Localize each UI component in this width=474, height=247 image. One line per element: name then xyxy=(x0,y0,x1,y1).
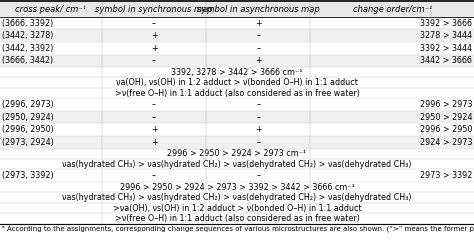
Text: (3442, 3278): (3442, 3278) xyxy=(2,31,53,40)
Bar xyxy=(0,55,474,67)
Text: –: – xyxy=(152,171,156,180)
Text: +: + xyxy=(151,44,157,53)
Text: 2996 > 2950 > 2924 > 2973 cm⁻¹: 2996 > 2950 > 2924 > 2973 cm⁻¹ xyxy=(167,149,307,158)
Bar xyxy=(0,29,474,42)
Text: (2996, 2950): (2996, 2950) xyxy=(2,125,54,134)
Bar xyxy=(0,42,474,55)
Bar xyxy=(0,1,474,17)
Bar xyxy=(0,88,474,98)
Text: (2973, 3392): (2973, 3392) xyxy=(2,171,54,180)
Bar xyxy=(0,136,474,148)
Text: 3278 > 3444: 3278 > 3444 xyxy=(420,31,472,40)
Text: 3442 > 3666: 3442 > 3666 xyxy=(420,56,472,65)
Text: +: + xyxy=(151,125,157,134)
Bar xyxy=(0,148,474,159)
Text: 2996 > 2950: 2996 > 2950 xyxy=(419,125,472,134)
Text: +: + xyxy=(151,138,157,147)
Text: –: – xyxy=(256,138,260,147)
Bar xyxy=(0,213,474,224)
Text: (3666, 3442): (3666, 3442) xyxy=(2,56,53,65)
Text: νa(OH), νs(OH) in 1:2 adduct > ν(bonded O–H) in 1:1 adduct: νa(OH), νs(OH) in 1:2 adduct > ν(bonded … xyxy=(116,78,358,87)
Text: cross peak/ cm⁻¹: cross peak/ cm⁻¹ xyxy=(15,4,87,14)
Text: >ν(free O–H) in 1:1 adduct (also considered as in free water): >ν(free O–H) in 1:1 adduct (also conside… xyxy=(115,89,359,98)
Bar xyxy=(0,124,474,136)
Text: –: – xyxy=(256,31,260,40)
Bar xyxy=(0,159,474,169)
Bar xyxy=(0,111,474,124)
Text: 2996 > 2973: 2996 > 2973 xyxy=(419,100,472,109)
Bar xyxy=(0,98,474,111)
Text: –: – xyxy=(256,100,260,109)
Text: 2973 > 3392: 2973 > 3392 xyxy=(420,171,472,180)
Text: (2973, 2924): (2973, 2924) xyxy=(2,138,54,147)
Text: νas(hydrated CH₃) > νas(hydrated CH₂) > νas(dehydrated CH₂) > νas(dehydrated CH₃: νas(hydrated CH₃) > νas(hydrated CH₂) > … xyxy=(62,160,412,169)
Text: +: + xyxy=(255,19,262,28)
Text: –: – xyxy=(152,56,156,65)
Text: >ν(free O–H) in 1:1 adduct (also considered as in free water): >ν(free O–H) in 1:1 adduct (also conside… xyxy=(115,214,359,223)
Bar xyxy=(0,203,474,213)
Text: –: – xyxy=(256,171,260,180)
Text: 3392 > 3444: 3392 > 3444 xyxy=(420,44,472,53)
Bar xyxy=(0,169,474,182)
Text: (3666, 3392): (3666, 3392) xyxy=(2,19,53,28)
Text: νas(hydrated CH₃) > νas(hydrated CH₂) > νas(dehydrated CH₂) > νas(dehydrated CH₃: νas(hydrated CH₃) > νas(hydrated CH₂) > … xyxy=(62,193,412,202)
Bar xyxy=(0,67,474,78)
Text: +: + xyxy=(151,31,157,40)
Bar xyxy=(0,192,474,203)
Text: symbol in synchronous map: symbol in synchronous map xyxy=(95,4,213,14)
Text: –: – xyxy=(152,19,156,28)
Text: –: – xyxy=(152,100,156,109)
Text: symbol in asynchronous map: symbol in asynchronous map xyxy=(197,4,319,14)
Text: 2996 > 2950 > 2924 > 2973 > 3392 > 3442 > 3666 cm⁻¹: 2996 > 2950 > 2924 > 2973 > 3392 > 3442 … xyxy=(119,183,355,192)
Text: (2950, 2924): (2950, 2924) xyxy=(2,113,54,122)
Text: 3392, 3278 > 3442 > 3666 cm⁻¹: 3392, 3278 > 3442 > 3666 cm⁻¹ xyxy=(171,68,303,77)
Text: ᵃ According to the assignments, corresponding change sequences of various micros: ᵃ According to the assignments, correspo… xyxy=(2,226,474,232)
Text: 2950 > 2924: 2950 > 2924 xyxy=(419,113,472,122)
Text: +: + xyxy=(255,125,262,134)
Text: –: – xyxy=(256,113,260,122)
Text: 2924 > 2973: 2924 > 2973 xyxy=(419,138,472,147)
Bar xyxy=(0,182,474,192)
Text: change order/cm⁻¹: change order/cm⁻¹ xyxy=(353,4,432,14)
Bar xyxy=(0,17,474,29)
Text: 3392 > 3666: 3392 > 3666 xyxy=(420,19,472,28)
Bar xyxy=(0,78,474,88)
Text: +: + xyxy=(255,56,262,65)
Text: (2996, 2973): (2996, 2973) xyxy=(2,100,54,109)
Text: –: – xyxy=(152,113,156,122)
Text: (3442, 3392): (3442, 3392) xyxy=(2,44,53,53)
Text: –: – xyxy=(256,44,260,53)
Text: >νa(OH), νs(OH) in 1:2 adduct > ν(bonded O–H) in 1:1 adduct: >νa(OH), νs(OH) in 1:2 adduct > ν(bonded… xyxy=(113,204,361,213)
